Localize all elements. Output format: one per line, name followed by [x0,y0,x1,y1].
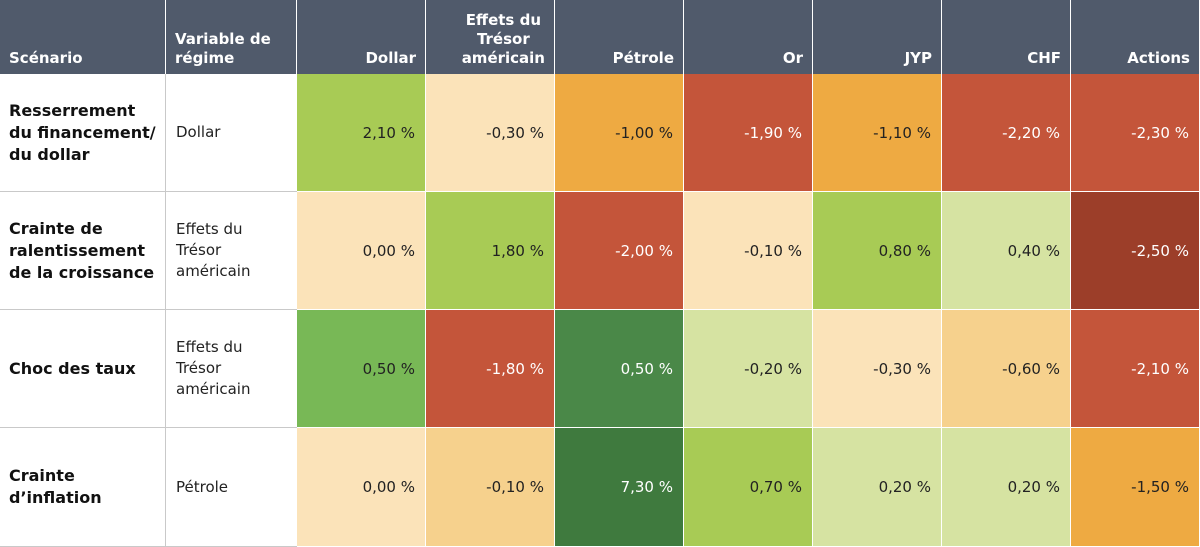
cell-value-label: 2,10 % [362,123,415,142]
cell-value-label: 1,80 % [491,241,544,260]
heatmap-cell: 1,80 % [426,192,555,310]
column-header-3: Effets du Trésor américain [426,0,555,74]
scenario-text: Crainte d’inflation [9,466,102,507]
heatmap-cell: 7,30 % [555,428,684,547]
column-header-label: Or [782,49,803,67]
column-header-label: JYP [904,49,932,67]
cell-value-label: -0,20 % [744,359,802,378]
heatmap-cell: -1,80 % [426,310,555,428]
column-header-8: Actions [1071,0,1200,74]
regime-text: Effets du Trésor américain [176,220,251,280]
scenario-text: Resserrement du financement/ du dollar [9,100,156,164]
column-header-label: Effets du Trésor américain [461,11,545,67]
regime-text: Pétrole [176,477,229,496]
heatmap-cell: 0,70 % [684,428,813,547]
heatmap-cell: -0,20 % [684,310,813,428]
cell-value-label: -2,10 % [1131,359,1189,378]
cell-value-label: -0,60 % [1002,359,1060,378]
heatmap-cell: -1,00 % [555,74,684,192]
column-header-label: CHF [1027,49,1061,67]
heatmap-cell: 0,00 % [297,192,426,310]
heatmap-cell: -1,50 % [1071,428,1200,547]
cell-value-label: 0,20 % [878,478,931,496]
cell-value-label: 0,20 % [1007,478,1060,496]
cell-value-label: -2,50 % [1131,241,1189,260]
cell-value-label: -0,10 % [486,478,544,496]
cell-value-label: -0,30 % [486,123,544,142]
column-header-2: Dollar [297,0,426,74]
column-header-7: CHF [942,0,1071,74]
row-scenario-label: Crainte d’inflation [0,428,166,547]
scenario-text: Crainte de ralentissement de la croissan… [9,218,155,282]
heatmap-cell: 0,80 % [813,192,942,310]
cell-value-label: -2,00 % [615,241,673,260]
heatmap-cell: -0,60 % [942,310,1071,428]
column-header-0: Scénario [0,0,166,74]
heatmap-cell: -1,90 % [684,74,813,192]
heatmap-cell: -2,20 % [942,74,1071,192]
row-scenario-label: Choc des taux [0,310,166,428]
heatmap-cell: 0,20 % [813,428,942,547]
row-regime-variable: Pétrole [166,428,297,547]
cell-value-label: 0,50 % [362,359,415,378]
cell-value-label: 7,30 % [620,478,673,496]
heatmap-cell: -1,10 % [813,74,942,192]
row-scenario-label: Resserrement du financement/ du dollar [0,74,166,192]
heatmap-cell: -2,50 % [1071,192,1200,310]
row-scenario-label: Crainte de ralentissement de la croissan… [0,192,166,310]
row-regime-variable: Dollar [166,74,297,192]
column-header-6: JYP [813,0,942,74]
column-header-label: Variable de régime [175,30,271,67]
row-regime-variable: Effets du Trésor américain [166,310,297,428]
heatmap-cell: -2,10 % [1071,310,1200,428]
cell-value-label: -0,10 % [744,241,802,260]
column-header-label: Scénario [9,49,83,67]
column-header-label: Dollar [365,49,416,67]
heatmap-cell: -2,30 % [1071,74,1200,192]
cell-value-label: 0,50 % [620,359,673,378]
cell-value-label: -1,10 % [873,123,931,142]
cell-value-label: -2,20 % [1002,123,1060,142]
heatmap-cell: -0,10 % [684,192,813,310]
cell-value-label: -1,00 % [615,123,673,142]
heatmap-cell: -2,00 % [555,192,684,310]
column-header-4: Pétrole [555,0,684,74]
column-header-1: Variable de régime [166,0,297,74]
cell-value-label: -0,30 % [873,359,931,378]
column-header-5: Or [684,0,813,74]
column-header-label: Actions [1127,49,1190,67]
heatmap-cell: -0,30 % [813,310,942,428]
heatmap-cell: 0,40 % [942,192,1071,310]
cell-value-label: 0,70 % [749,478,802,496]
cell-value-label: 0,00 % [362,241,415,260]
cell-value-label: -1,50 % [1131,478,1189,496]
cell-value-label: -1,90 % [744,123,802,142]
row-regime-variable: Effets du Trésor américain [166,192,297,310]
scenario-text: Choc des taux [9,358,136,378]
cell-value-label: 0,80 % [878,241,931,260]
heatmap-cell: 0,00 % [297,428,426,547]
cell-value-label: 0,40 % [1007,241,1060,260]
heatmap-cell: -0,10 % [426,428,555,547]
cell-value-label: -1,80 % [486,359,544,378]
regime-text: Dollar [176,123,221,141]
heatmap-cell: 0,50 % [297,310,426,428]
heatmap-cell: 2,10 % [297,74,426,192]
heatmap-cell: 0,20 % [942,428,1071,547]
column-header-label: Pétrole [612,49,674,67]
cell-value-label: -2,30 % [1131,123,1189,142]
regime-text: Effets du Trésor américain [176,338,251,398]
cell-value-label: 0,00 % [362,478,415,496]
heatmap-cell: 0,50 % [555,310,684,428]
heatmap-cell: -0,30 % [426,74,555,192]
